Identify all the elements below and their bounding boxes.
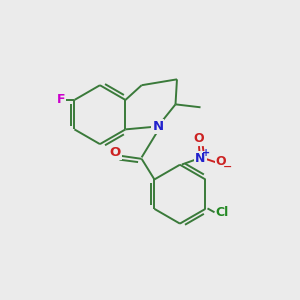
Text: Cl: Cl — [216, 206, 229, 219]
Text: O: O — [110, 146, 121, 159]
Text: O: O — [216, 155, 226, 168]
Text: −: − — [223, 162, 232, 172]
Text: +: + — [202, 148, 211, 158]
Text: N: N — [152, 120, 164, 133]
Text: F: F — [57, 93, 65, 106]
Text: N: N — [195, 152, 206, 165]
Text: O: O — [194, 132, 204, 145]
